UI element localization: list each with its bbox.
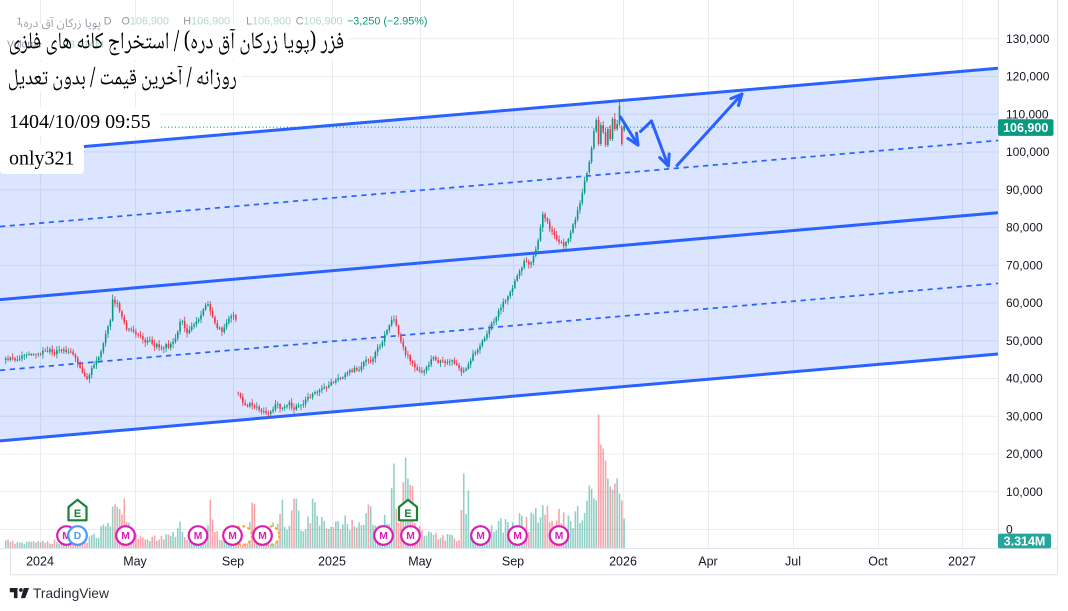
svg-text:60,000: 60,000 (1006, 296, 1043, 310)
svg-text:Oct: Oct (868, 555, 888, 569)
svg-text:TradingView: TradingView (33, 586, 109, 601)
svg-text:M: M (62, 531, 71, 542)
svg-text:May: May (408, 555, 432, 569)
svg-text:10,000: 10,000 (1006, 485, 1043, 499)
svg-text:D: D (104, 16, 112, 28)
svg-text:110,000: 110,000 (1006, 108, 1049, 122)
svg-text:only321: only321 (9, 148, 75, 170)
svg-text:O106,900: O106,900 (122, 16, 169, 28)
svg-text:30,000: 30,000 (1006, 409, 1043, 423)
svg-text:L106,900: L106,900 (246, 16, 291, 28)
svg-text:2024: 2024 (26, 555, 54, 569)
svg-text:2025: 2025 (318, 555, 346, 569)
svg-text:Apr: Apr (698, 555, 717, 569)
svg-text:1404/10/09 09:55: 1404/10/09 09:55 (9, 111, 151, 133)
svg-text:C106,900: C106,900 (296, 16, 343, 28)
svg-text:M: M (258, 531, 267, 542)
svg-text:Sep: Sep (502, 555, 524, 569)
svg-text:M: M (121, 531, 130, 542)
svg-text:H106,900: H106,900 (183, 16, 230, 28)
svg-text:D: D (74, 531, 81, 542)
svg-text:90,000: 90,000 (1006, 183, 1043, 197)
svg-text:2026: 2026 (609, 555, 637, 569)
svg-text:80,000: 80,000 (1006, 221, 1043, 235)
svg-text:Jul: Jul (785, 555, 801, 569)
svg-text:2027: 2027 (948, 555, 976, 569)
svg-text:M: M (194, 531, 203, 542)
svg-text:120,000: 120,000 (1006, 70, 1050, 84)
svg-text:106,900: 106,900 (1003, 121, 1048, 135)
svg-text:130,000: 130,000 (1006, 32, 1050, 46)
svg-text:Sep: Sep (222, 555, 244, 569)
svg-text:May: May (123, 555, 147, 569)
svg-text:E: E (404, 508, 411, 520)
svg-text:M: M (406, 531, 415, 542)
svg-text:0: 0 (1006, 523, 1013, 537)
svg-text:M: M (228, 531, 237, 542)
svg-text:70,000: 70,000 (1006, 258, 1043, 272)
svg-text:1: 1 (17, 16, 23, 28)
svg-text:20,000: 20,000 (1006, 447, 1043, 461)
svg-text:M: M (476, 531, 485, 542)
svg-text:−3,250 (−2.95%): −3,250 (−2.95%) (347, 16, 427, 28)
svg-text:M: M (513, 531, 522, 542)
svg-text:100,000: 100,000 (1006, 145, 1050, 159)
svg-text:M: M (555, 531, 564, 542)
svg-text:E: E (74, 508, 81, 520)
svg-text:3.314M: 3.314M (1004, 534, 1046, 548)
svg-text:50,000: 50,000 (1006, 334, 1043, 348)
svg-text:M: M (379, 531, 388, 542)
svg-text:40,000: 40,000 (1006, 372, 1043, 386)
